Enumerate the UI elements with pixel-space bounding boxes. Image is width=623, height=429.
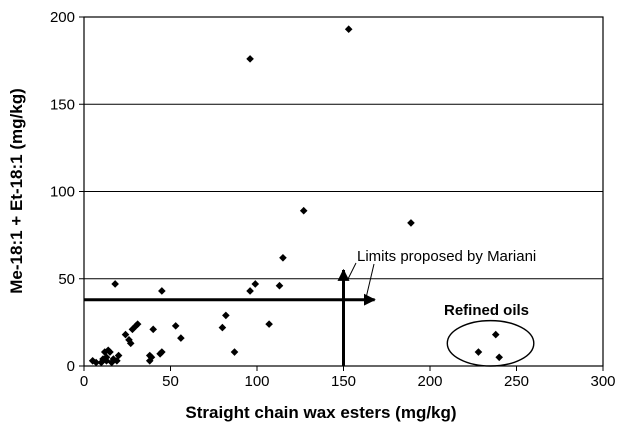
data-point <box>97 358 106 367</box>
y-tick-label-100: 100 <box>50 184 75 201</box>
gridlines <box>84 16 603 280</box>
data-point <box>491 330 500 339</box>
y-tick-label-200: 200 <box>50 9 75 26</box>
data-point <box>149 325 157 334</box>
annotations: Limits proposed by Mariani Refined oils <box>347 248 536 367</box>
data-point <box>111 280 119 288</box>
y-axis-title: Me-18:1 + Et-18:1 (mg/kg) <box>7 88 26 293</box>
data-point <box>177 334 185 342</box>
limits-annotation: Limits proposed by Mariani <box>357 248 536 265</box>
data-point <box>218 323 227 332</box>
data-point <box>92 358 100 367</box>
y-tick-label-50: 50 <box>58 271 75 288</box>
data-point <box>147 353 156 362</box>
tick-labels: 0 50 100 150 200 0 50 100 150 200 250 300 <box>50 9 616 390</box>
data-point <box>121 330 130 339</box>
data-point <box>275 281 284 290</box>
x-axis-title: Straight chain wax esters (mg/kg) <box>185 403 456 422</box>
data-point <box>158 348 166 356</box>
y-tick-label-0: 0 <box>67 358 75 375</box>
data-point <box>158 287 166 295</box>
data-point <box>126 339 135 348</box>
data-point <box>109 355 118 363</box>
x-tick-label-0: 0 <box>80 373 88 390</box>
data-point <box>251 280 260 288</box>
data-point <box>246 55 254 63</box>
x-tick-label-100: 100 <box>244 373 269 390</box>
limits-leader-line <box>347 262 357 280</box>
data-point <box>171 322 180 330</box>
data-point <box>133 320 142 328</box>
data-point <box>113 356 121 365</box>
data-point <box>299 206 308 215</box>
data-points <box>88 25 503 367</box>
data-point <box>246 287 254 295</box>
data-point <box>265 320 273 328</box>
data-point <box>107 358 116 367</box>
data-point <box>407 219 415 227</box>
data-point <box>114 351 123 360</box>
data-point <box>222 311 230 320</box>
data-point <box>145 356 154 365</box>
data-point <box>128 325 137 334</box>
x-tick-label-250: 250 <box>504 373 529 390</box>
data-point <box>106 348 114 356</box>
x-tick-label-150: 150 <box>331 373 356 390</box>
y-tick-label-150: 150 <box>50 96 75 113</box>
refined-oils-ellipse <box>446 319 535 367</box>
refined-oils-annotation: Refined oils <box>444 302 529 319</box>
data-point <box>125 336 133 344</box>
x-tick-label-300: 300 <box>590 373 615 390</box>
limit-lines <box>84 268 376 366</box>
data-point <box>344 25 353 34</box>
data-point <box>474 348 483 356</box>
data-point <box>279 254 287 262</box>
data-point <box>495 353 503 362</box>
data-point <box>230 348 239 356</box>
limits-leader-line <box>365 263 375 299</box>
x-tick-label-200: 200 <box>417 373 442 390</box>
x-tick-label-50: 50 <box>162 373 179 390</box>
